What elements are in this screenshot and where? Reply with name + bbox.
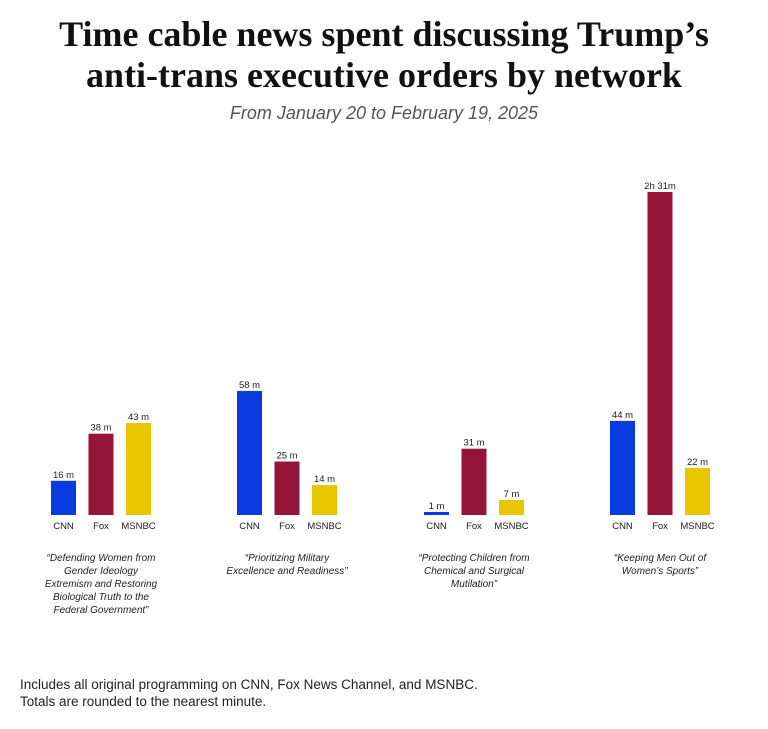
data-label: 58 m (239, 380, 260, 391)
bar-msnbc (126, 423, 151, 515)
x-tick-label: CNN (426, 521, 447, 532)
group-label: “Defending Women from (47, 553, 156, 564)
group-label: Mutilation” (451, 579, 498, 590)
data-label: 25 m (276, 451, 297, 462)
group-label: Extremism and Restoring (45, 579, 158, 590)
footnote: Includes all original programming on CNN… (20, 676, 478, 710)
group-label: “Prioritizing Military (245, 553, 330, 564)
group-label: Chemical and Surgical (424, 566, 525, 577)
bar-fox (461, 448, 487, 515)
group-label: Women’s Sports” (622, 566, 699, 577)
bar-fox (647, 192, 673, 515)
chart-header: Time cable news spent discussing Trump’s… (20, 0, 748, 124)
group-label: Excellence and Readiness” (226, 566, 348, 577)
bar-msnbc (312, 485, 337, 515)
chart-title: Time cable news spent discussing Trump’s… (59, 14, 709, 95)
x-tick-label: Fox (652, 521, 668, 532)
bar-cnn (610, 420, 635, 515)
bar-cnn (424, 512, 449, 515)
group-label: “Keeping Men Out of (614, 553, 707, 564)
x-tick-label: MSNBC (307, 521, 341, 532)
x-tick-label: CNN (239, 521, 260, 532)
data-label: 38 m (90, 423, 111, 434)
group-label: Biological Truth to the (53, 592, 149, 603)
x-tick-label: Fox (466, 521, 482, 532)
data-label: 14 m (314, 474, 335, 485)
x-tick-label: Fox (93, 521, 109, 532)
x-tick-label: MSNBC (121, 521, 155, 532)
group-label: Federal Government” (53, 605, 149, 616)
footnote-line: Totals are rounded to the nearest minute… (20, 694, 267, 709)
data-label: 16 m (53, 470, 74, 481)
data-label: 1 m (429, 501, 445, 512)
data-label: 22 m (687, 457, 708, 468)
x-tick-label: MSNBC (494, 521, 528, 532)
bar-cnn (237, 390, 262, 515)
x-tick-label: CNN (612, 521, 633, 532)
chart-subtitle: From January 20 to February 19, 2025 (229, 103, 539, 123)
data-label: 43 m (128, 412, 149, 423)
group-label: “Protecting Children from (418, 553, 529, 564)
footnote-line: Includes all original programming on CNN… (20, 677, 478, 692)
bar-fox (88, 433, 114, 515)
data-label: 7 m (504, 489, 520, 500)
data-label: 2h 31m (644, 181, 676, 192)
bar-fox (274, 461, 300, 515)
x-tick-label: MSNBC (680, 521, 714, 532)
bar-msnbc (685, 467, 710, 515)
data-label: 31 m (463, 438, 484, 449)
x-tick-label: Fox (279, 521, 295, 532)
bar-msnbc (499, 500, 524, 515)
x-tick-label: CNN (53, 521, 74, 532)
data-label: 44 m (612, 410, 633, 421)
bar-cnn (51, 480, 76, 515)
group-label: Gender Ideology (64, 566, 139, 577)
